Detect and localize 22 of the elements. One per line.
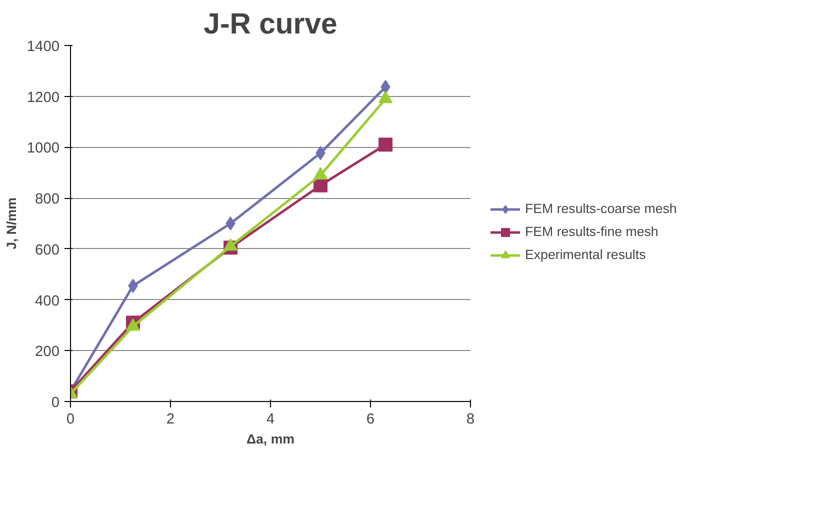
y-axis-title: J, N/mm: [4, 197, 19, 250]
y-tick-label: 1200: [26, 90, 60, 106]
y-tick-label: 400: [35, 293, 60, 310]
y-tick-label: 200: [35, 344, 60, 360]
y-tick-label: 0: [51, 395, 60, 411]
point: [378, 138, 392, 152]
x-axis-title: Δa, mm: [246, 432, 295, 446]
point: [226, 216, 236, 230]
x-tick-label: 0: [66, 412, 75, 428]
legend-label: FEM results-coarse mesh: [525, 201, 677, 216]
y-tick-label: 1000: [26, 140, 60, 157]
y-tick-label: 800: [35, 192, 60, 208]
x-tick-label: 8: [466, 412, 475, 428]
x-tick-label: 6: [366, 412, 375, 428]
legend-label: FEM results-fine mesh: [525, 224, 658, 239]
x-tick-label: 4: [266, 412, 275, 428]
legend-label: Experimental results: [525, 247, 646, 262]
y-tick-label: 600: [35, 242, 60, 258]
y-tick-label: 1400: [26, 39, 60, 55]
chart-title: J-R curve: [204, 8, 338, 40]
x-tick-label: 2: [166, 412, 175, 428]
point: [314, 178, 328, 192]
